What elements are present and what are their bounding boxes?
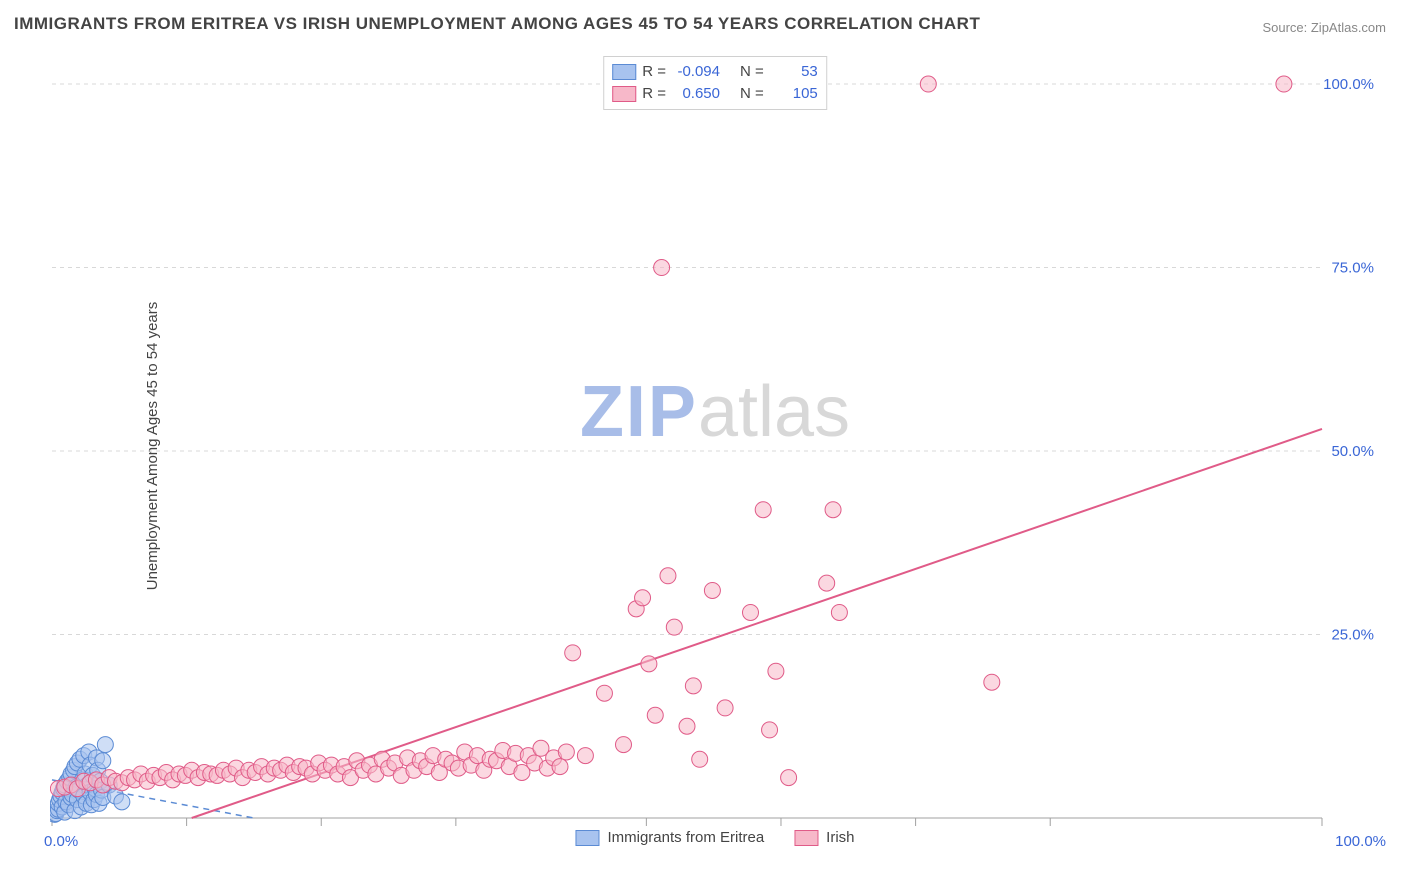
r-label: R = [642,61,666,83]
x-axis-max-label: 100.0% [1335,833,1386,850]
legend-swatch-eritrea [575,830,599,846]
legend-swatch-irish [794,830,818,846]
n-label: N = [740,61,764,83]
plot-area: 25.0% 50.0% 75.0% 100.0% R = -0.094 N = 53 … [50,56,1380,846]
r-label: R = [642,83,666,105]
x-axis-min-label: 0.0% [44,833,78,850]
source-label: Source: [1262,20,1310,35]
n-value-irish: 105 [770,83,818,105]
svg-text:25.0%: 25.0% [1331,627,1374,644]
r-value-eritrea: -0.094 [672,61,720,83]
legend-row-eritrea: R = -0.094 N = 53 [612,61,818,83]
chart-title: IMMIGRANTS FROM ERITREA VS IRISH UNEMPLO… [14,14,980,34]
legend-row-irish: R = 0.650 N = 105 [612,83,818,105]
n-value-eritrea: 53 [770,61,818,83]
n-label: N = [740,83,764,105]
svg-text:50.0%: 50.0% [1331,443,1374,460]
legend-item-eritrea: Immigrants from Eritrea [575,829,764,846]
legend-label-irish: Irish [826,829,854,846]
r-value-irish: 0.650 [672,83,720,105]
legend-swatch-irish [612,86,636,102]
svg-text:100.0%: 100.0% [1323,76,1374,93]
source-attribution: Source: ZipAtlas.com [1262,20,1386,35]
legend-swatch-eritrea [612,64,636,80]
legend-label-eritrea: Immigrants from Eritrea [607,829,764,846]
source-value: ZipAtlas.com [1311,20,1386,35]
svg-text:75.0%: 75.0% [1331,260,1374,277]
series-legend: Immigrants from Eritrea Irish [575,829,854,846]
correlation-legend: R = -0.094 N = 53 R = 0.650 N = 105 [603,56,827,110]
scatter-chart: 25.0% 50.0% 75.0% 100.0% [50,56,1380,846]
legend-item-irish: Irish [794,829,854,846]
